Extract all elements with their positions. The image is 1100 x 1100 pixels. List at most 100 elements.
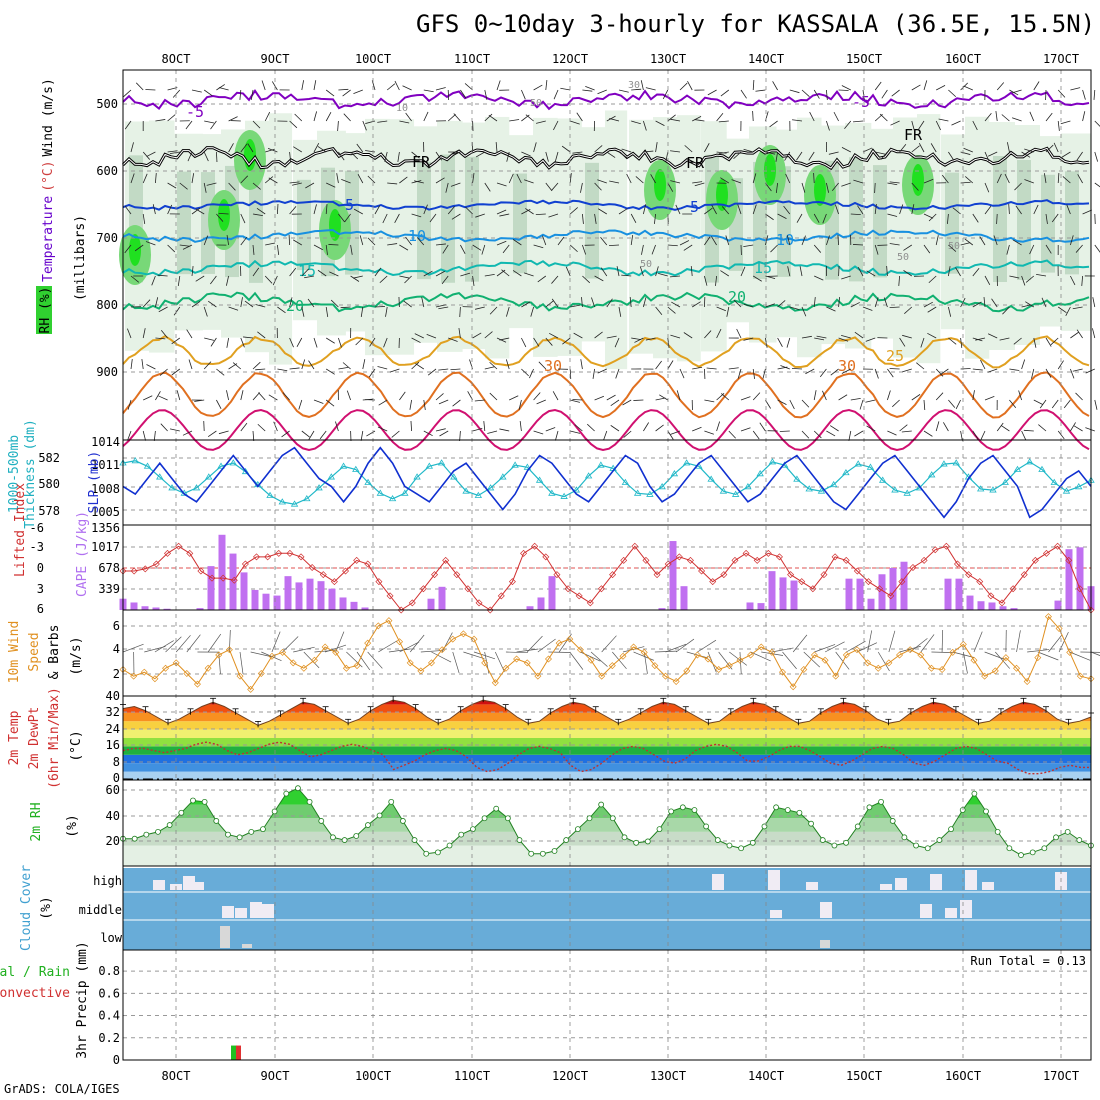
wind-barb-10m	[601, 635, 617, 653]
wind-barb	[1094, 399, 1098, 410]
wind-barb	[1045, 244, 1052, 254]
wind-barb	[813, 213, 820, 223]
pressure-tick: 500	[96, 97, 118, 111]
wind-barb	[218, 430, 229, 435]
wind-barb	[273, 421, 278, 432]
wind-barb	[185, 120, 193, 130]
wind-barb	[313, 244, 323, 251]
wind-barb	[759, 422, 766, 432]
wind-barb	[1082, 89, 1086, 100]
wind-barb	[1025, 301, 1035, 308]
wind-barb	[862, 147, 873, 153]
wind-barb	[1075, 244, 1083, 253]
wind-barb	[801, 399, 810, 408]
wind-barb	[1021, 359, 1026, 370]
wind-barb	[338, 88, 349, 91]
li-marker	[308, 564, 316, 571]
wind-barb	[435, 87, 446, 91]
wind-barb	[301, 430, 310, 438]
wind-barb	[692, 116, 702, 122]
wind-barb	[898, 275, 900, 286]
contour-label: 50	[530, 98, 542, 109]
wind-barb	[304, 275, 315, 279]
wind-barb	[204, 120, 215, 124]
li-marker	[609, 571, 617, 579]
wind-speed-marker	[598, 672, 606, 680]
rh-marker	[155, 828, 161, 835]
wind-barb	[1070, 275, 1076, 286]
wind-barb	[852, 244, 864, 246]
rh-marker	[190, 797, 196, 804]
rh-shade-peak	[244, 139, 256, 171]
wind-barb	[618, 151, 628, 159]
wind-speed-marker	[736, 656, 744, 664]
rh-marker	[726, 842, 733, 849]
rh-shade-light	[557, 118, 582, 356]
wind-barb	[777, 399, 787, 405]
wind-barb	[887, 182, 898, 186]
wind-barb	[387, 182, 398, 185]
rh-marker	[994, 828, 1001, 835]
wind-barb	[960, 242, 971, 246]
li-tick: 6	[37, 602, 44, 616]
wind-barb	[203, 89, 213, 97]
wind-barb	[704, 207, 713, 215]
rh-marker	[668, 808, 675, 815]
wind-barb	[239, 89, 242, 100]
wind-barb	[130, 173, 135, 184]
wind-barb	[850, 302, 860, 308]
cape-bar	[1010, 608, 1018, 610]
wind-barb	[216, 151, 218, 163]
wind-barb	[258, 392, 266, 401]
wind-barb	[826, 120, 830, 131]
wind-barb	[317, 269, 327, 277]
wind-barb	[570, 120, 580, 125]
wind-barb-10m	[877, 651, 890, 672]
thickness-marker	[523, 463, 532, 470]
wind-barb	[313, 111, 318, 122]
li-marker	[753, 556, 761, 564]
wind-barb	[679, 82, 688, 91]
wind-barb	[1051, 213, 1059, 223]
contour-label: 25	[886, 347, 904, 365]
wind-barb	[813, 430, 822, 439]
wind-barb	[130, 359, 133, 370]
thickness-tick: 580	[38, 477, 60, 491]
wind-barb	[1085, 427, 1095, 432]
rh-marker	[703, 823, 710, 830]
wind-barb	[911, 394, 921, 401]
contour-label: 15	[754, 259, 772, 277]
wind-speed-marker	[140, 668, 148, 676]
li-marker	[475, 599, 483, 607]
wind-barb	[935, 120, 941, 131]
temp-tick: 16	[106, 738, 120, 752]
wind-barb	[819, 368, 827, 378]
wind-barb	[801, 235, 806, 246]
wind-barb	[210, 337, 217, 347]
wind-barb-10m	[761, 651, 784, 656]
wind-barb	[675, 204, 681, 215]
ylabel-cloud_b: (%)	[39, 896, 54, 919]
wind-barb	[536, 399, 546, 405]
wind-barb	[336, 173, 339, 184]
wind-barb	[980, 430, 986, 441]
wind-barb	[218, 212, 229, 215]
wind-speed-marker	[810, 651, 818, 659]
wind-barb	[289, 267, 297, 277]
rh-shade-mid	[1017, 160, 1031, 280]
li-marker	[297, 553, 305, 561]
wind-barb	[996, 422, 1004, 432]
wind-barb	[952, 207, 961, 215]
wind-barb	[210, 120, 217, 130]
wind-barb	[487, 430, 498, 434]
wind-barb	[935, 392, 944, 401]
ylabel-text: 3hr Precip (mm)	[75, 941, 90, 1058]
ylabel-cape_li_b: CAPE (J/kg)	[75, 511, 90, 597]
wind-barb	[152, 204, 156, 215]
wind-barb	[762, 368, 766, 379]
wind-barb	[350, 275, 360, 282]
wind-barb	[391, 430, 400, 438]
wind-barb	[405, 236, 412, 246]
wind-barb	[591, 297, 595, 308]
wind-barb-10m	[729, 651, 748, 666]
